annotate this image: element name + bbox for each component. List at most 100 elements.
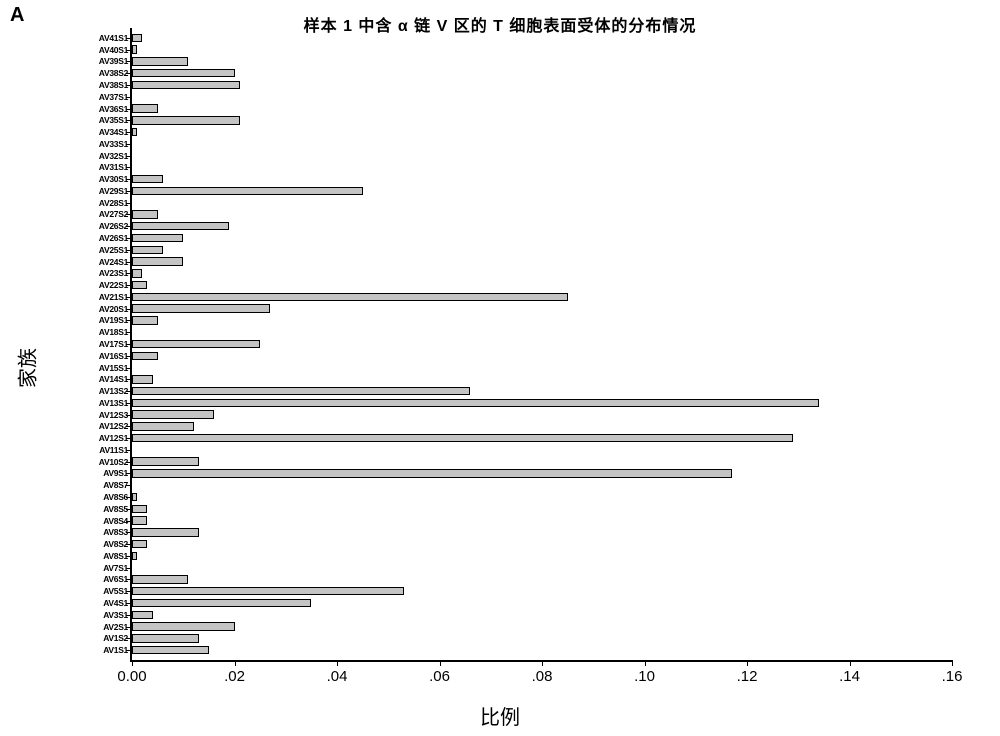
bar [132, 104, 158, 112]
bar-row: AV18S1 [132, 326, 952, 338]
y-axis-title: 家族 [12, 348, 41, 388]
bar [132, 434, 793, 442]
bar [132, 646, 209, 654]
x-tick [645, 660, 646, 666]
bar [132, 516, 147, 524]
bar [132, 269, 142, 277]
bar [132, 505, 147, 513]
bar [132, 575, 188, 583]
x-axis-title: 比例 [480, 701, 520, 730]
bar [132, 528, 199, 536]
x-tick [542, 660, 543, 666]
x-tick-label: .16 [942, 668, 963, 685]
x-tick-label: .02 [224, 668, 245, 685]
bar-row: AV9S1 [132, 468, 952, 480]
bar-row: AV30S1 [132, 173, 952, 185]
bar-row: AV3S1 [132, 609, 952, 621]
chart-area: AV41S1AV40S1AV39S1AV38S2AV38S1AV37S1AV36… [130, 28, 952, 662]
bar-row: AV24S1 [132, 256, 952, 268]
bar [132, 187, 363, 195]
y-tick [126, 450, 132, 451]
bar [132, 234, 183, 242]
x-tick [132, 660, 133, 666]
bar [132, 634, 199, 642]
bar-row: AV8S1 [132, 550, 952, 562]
bar-row: AV38S2 [132, 67, 952, 79]
x-tick [235, 660, 236, 666]
bar [132, 457, 199, 465]
y-tick [126, 167, 132, 168]
bar [132, 316, 158, 324]
bar-row: AV41S1 [132, 32, 952, 44]
bar-row: AV11S1 [132, 444, 952, 456]
bar-row: AV8S5 [132, 503, 952, 515]
bar [132, 410, 214, 418]
x-tick-label: .14 [839, 668, 860, 685]
bar [132, 34, 142, 42]
bar-row: AV26S1 [132, 232, 952, 244]
bar-row: AV15S1 [132, 362, 952, 374]
x-tick-label: .12 [737, 668, 758, 685]
x-tick [850, 660, 851, 666]
bar-row: AV4S1 [132, 597, 952, 609]
bar-row: AV5S1 [132, 585, 952, 597]
bar-row: AV32S1 [132, 150, 952, 162]
bar-row: AV38S1 [132, 79, 952, 91]
bar-row: AV22S1 [132, 279, 952, 291]
bar [132, 375, 153, 383]
bar [132, 493, 137, 501]
bar-row: AV21S1 [132, 291, 952, 303]
x-tick [747, 660, 748, 666]
x-tick-label: .04 [327, 668, 348, 685]
bar [132, 387, 470, 395]
bar [132, 352, 158, 360]
bar-row: AV12S3 [132, 409, 952, 421]
bar [132, 257, 183, 265]
bar [132, 281, 147, 289]
bar [132, 57, 188, 65]
bar [132, 304, 270, 312]
x-tick-label: .06 [429, 668, 450, 685]
bar-row: AV12S1 [132, 432, 952, 444]
bar-row: AV23S1 [132, 267, 952, 279]
bar-row: AV27S2 [132, 209, 952, 221]
bar-row: AV10S2 [132, 456, 952, 468]
bar-row: AV2S1 [132, 621, 952, 633]
bars-container: AV41S1AV40S1AV39S1AV38S2AV38S1AV37S1AV36… [132, 28, 952, 660]
bar-row: AV17S1 [132, 338, 952, 350]
y-tick [126, 203, 132, 204]
bar [132, 128, 137, 136]
bar-row: AV13S2 [132, 385, 952, 397]
bar [132, 175, 163, 183]
bar [132, 611, 153, 619]
bar [132, 222, 229, 230]
bar [132, 81, 240, 89]
bar [132, 45, 137, 53]
bar-row: AV14S1 [132, 373, 952, 385]
bar [132, 469, 732, 477]
bar [132, 399, 819, 407]
bar [132, 422, 194, 430]
x-tick-label: 0.00 [117, 668, 146, 685]
bar-row: AV12S2 [132, 421, 952, 433]
y-tick [126, 156, 132, 157]
figure-panel: A 样本 1 中含 α 链 V 区的 T 细胞表面受体的分布情况 家族 AV41… [0, 0, 1000, 736]
bar-row: AV28S1 [132, 197, 952, 209]
bar-row: AV7S1 [132, 562, 952, 574]
y-tick [126, 97, 132, 98]
bar-row: AV26S2 [132, 220, 952, 232]
bar [132, 587, 404, 595]
bar-row: AV8S2 [132, 538, 952, 550]
bar-row: AV19S1 [132, 315, 952, 327]
bar [132, 246, 163, 254]
y-tick [126, 144, 132, 145]
bar [132, 599, 311, 607]
bar-row: AV35S1 [132, 114, 952, 126]
bar-row: AV8S3 [132, 526, 952, 538]
bar-row: AV33S1 [132, 138, 952, 150]
x-ticks-container: 0.00.02.04.06.08.10.12.14.16 [132, 660, 952, 690]
bar [132, 69, 235, 77]
bar-row: AV8S7 [132, 479, 952, 491]
bar-row: AV39S1 [132, 56, 952, 68]
bar-row: AV6S1 [132, 574, 952, 586]
